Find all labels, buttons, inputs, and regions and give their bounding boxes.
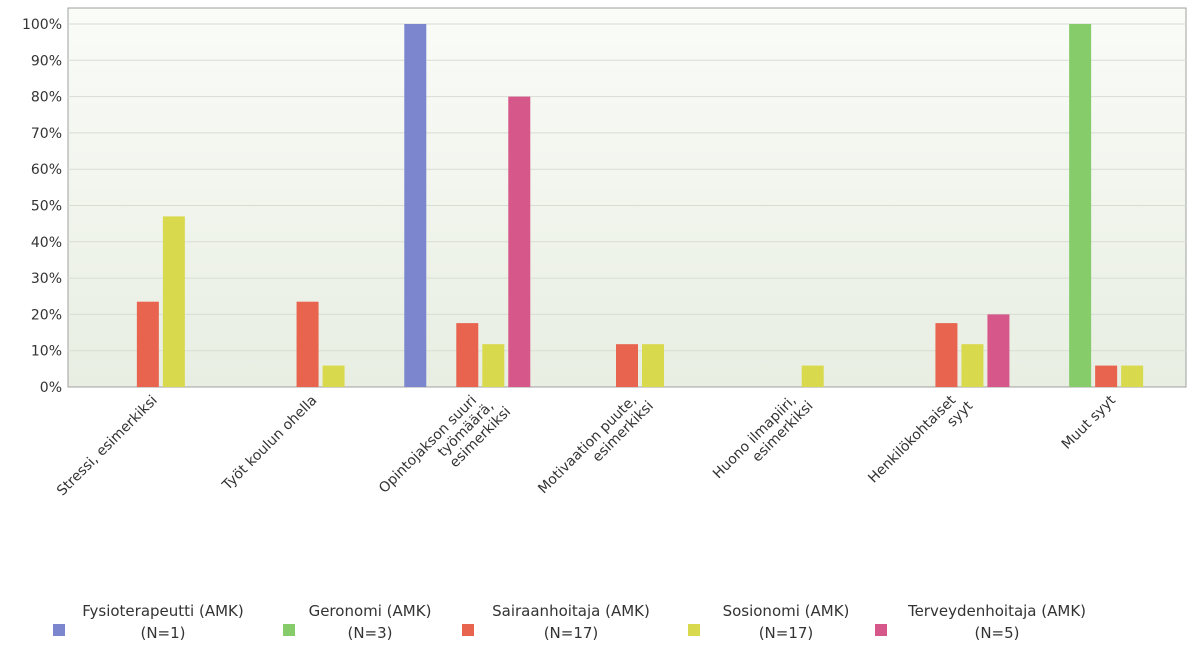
bar [296,301,319,387]
bar [162,216,185,387]
x-axis: Stressi, esimerkiksi Työt koulun ohella Op… [54,381,1120,519]
x-tick-label: Motivaation puute,esimerkiksi [535,387,657,509]
bar [801,365,824,387]
y-tick-label: 20% [31,307,62,323]
bar [1121,365,1144,387]
legend-count: (N=5) [974,624,1020,642]
x-tick-label: Työt koulun ohella [219,393,321,495]
legend-label: Sosionomi (AMK) [722,602,850,620]
bar [616,344,638,387]
legend-count: (N=17) [543,624,599,642]
legend-swatch [688,624,700,636]
legend-label: Fysioterapeutti (AMK) [82,602,244,620]
legend-item[interactable]: Terveydenhoitaja (AMK) (N=5) [882,600,1112,644]
y-tick-label: 60% [31,162,62,178]
y-tick-label: 10% [31,344,62,360]
bar-chart: 0% 10% 20% 30% 40% 50% 60% 70% 80% 90% 100% Stress… [22,7,1187,519]
y-tick-label: 50% [31,199,62,215]
x-tick-label: Henkilökohtaisetsyyt [865,387,976,498]
bar [322,365,345,387]
legend-item[interactable]: Sosionomi (AMK) (N=17) [686,600,886,644]
legend-label: Terveydenhoitaja (AMK) [907,602,1087,620]
gridlines [68,23,1186,352]
bar [987,314,1010,387]
y-tick-label: 80% [31,90,62,106]
bar [456,323,479,387]
x-tick-label: Muut syyt [1059,392,1120,453]
legend-count: (N=1) [140,624,186,642]
x-tick-label: Huono ilmapiiri,esimerkiksi [710,387,817,494]
y-tick-label: 70% [31,126,62,142]
legend-item[interactable]: Sairaanhoitaja (AMK) (N=17) [466,600,676,644]
y-tick-label: 40% [31,235,62,251]
bar [1069,24,1092,387]
y-tick-label: 90% [31,53,62,69]
bar [935,323,958,387]
legend-count: (N=3) [347,624,393,642]
y-tick-label: 30% [31,271,62,287]
bar [508,96,531,387]
legend-swatch [283,624,295,636]
legend-item[interactable]: Fysioterapeutti (AMK) (N=1) [53,600,273,644]
legend-swatch [462,624,474,636]
legend-swatch [875,624,887,636]
legend-label: Sairaanhoitaja (AMK) [492,602,650,620]
x-tick-label: Stressi, esimerkiksi [54,393,161,500]
legend-label: Geronomi (AMK) [308,602,432,620]
legend: Fysioterapeutti (AMK) (N=1) Geronomi (AMK)… [0,600,1193,652]
bar [404,24,427,387]
y-tick-label: 100% [22,17,62,33]
bar [642,344,664,387]
legend-swatch [53,624,65,636]
bar [961,344,984,387]
x-tick-label: Opintojakson suurityömäärä,esimerkiksi [376,381,514,519]
bars [136,24,1144,387]
bar [136,301,159,387]
y-tick-label: 0% [40,380,62,396]
y-axis: 0% 10% 20% 30% 40% 50% 60% 70% 80% 90% 100% [22,17,62,396]
bar [1095,365,1118,387]
legend-count: (N=17) [758,624,814,642]
plot-area [67,7,1187,388]
legend-item[interactable]: Geronomi (AMK) (N=3) [285,600,455,644]
bar [482,344,505,387]
